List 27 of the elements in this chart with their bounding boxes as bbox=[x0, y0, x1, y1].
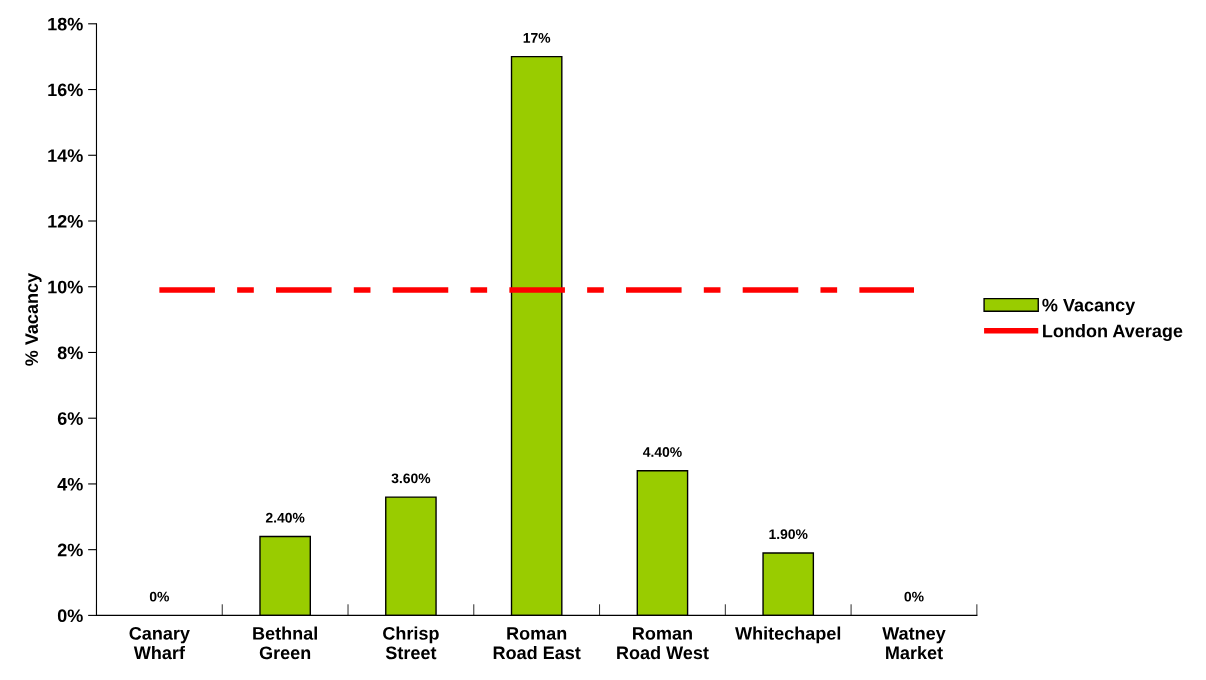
data-label: 4.40% bbox=[642, 447, 682, 457]
data-label: 2.40% bbox=[265, 512, 305, 523]
x-tick-label: Watney Market bbox=[882, 627, 946, 660]
data-label: 17% bbox=[523, 33, 551, 43]
legend-label: London Average bbox=[1043, 324, 1183, 341]
x-tick-label: Chrisp Street bbox=[383, 626, 439, 660]
x-tick-label: Roman Road East bbox=[493, 627, 581, 660]
x-tick-label: Roman Road West bbox=[617, 627, 709, 660]
x-tick-label: Bethnal Green bbox=[253, 626, 317, 660]
y-tick-label: 12% bbox=[48, 214, 83, 228]
data-label: 0% bbox=[904, 591, 924, 602]
y-tick-label: 2% bbox=[57, 543, 83, 557]
data-label: 0% bbox=[149, 591, 170, 602]
y-tick-label: 14% bbox=[48, 149, 83, 162]
x-tick-label: Canary Wharf bbox=[129, 626, 190, 660]
data-label: 1.90% bbox=[769, 529, 808, 540]
y-tick-label: 10% bbox=[48, 280, 83, 294]
y-tick-label: 8% bbox=[57, 346, 83, 360]
y-tick-label: 0% bbox=[57, 609, 83, 623]
y-axis-title: % Vacancy bbox=[25, 273, 42, 366]
x-tick-label: Whitechapel bbox=[735, 626, 841, 644]
y-tick-label: 4% bbox=[57, 477, 83, 491]
y-tick-label: 16% bbox=[48, 83, 83, 97]
y-tick-label: 6% bbox=[57, 412, 83, 425]
data-label: 3.60% bbox=[391, 473, 431, 484]
legend-label: % Vacancy bbox=[1042, 298, 1136, 316]
y-tick-label: 18% bbox=[48, 17, 83, 31]
